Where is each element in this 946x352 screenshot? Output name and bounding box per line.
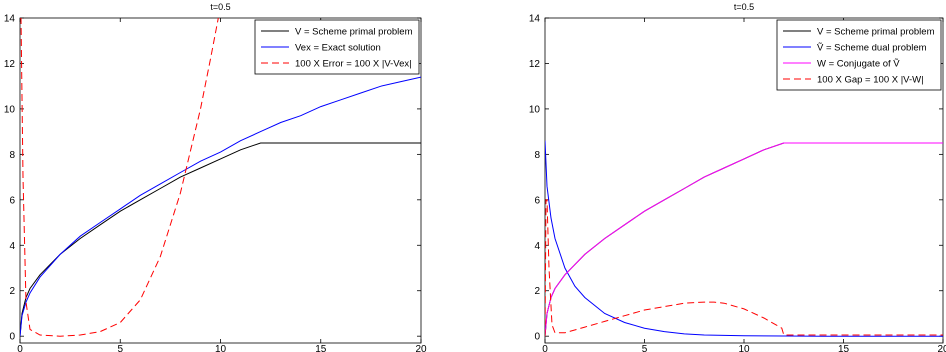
y-tick-label: 8 — [534, 150, 540, 161]
y-tick-label: 4 — [534, 241, 540, 252]
y-tick-label: 10 — [529, 104, 541, 115]
x-tick-label: 20 — [937, 344, 946, 352]
x-tick-label: 0 — [17, 344, 23, 352]
y-tick-label: 6 — [9, 195, 15, 206]
y-tick-label: 4 — [9, 241, 15, 252]
series-group — [20, 18, 421, 337]
x-tick-label: 10 — [215, 344, 227, 352]
y-tick-label: 10 — [4, 104, 16, 115]
legend-entry-1: Ṽ = Scheme dual problem — [817, 43, 927, 54]
y-tick-label: 0 — [534, 332, 540, 343]
legend-entry-0: V = Scheme primal problem — [817, 27, 935, 38]
legend-box — [776, 19, 942, 91]
legend: V = Scheme primal problem Ṽ = Scheme dual… — [776, 19, 942, 91]
legend-entry-2: W = Conjugate of Ṽ — [817, 59, 900, 70]
series-line-1 — [20, 76, 421, 337]
legend-entry-0: V = Scheme primal problem — [295, 27, 413, 38]
x-tick-label: 0 — [542, 344, 548, 352]
y-tick-label: 14 — [4, 14, 16, 25]
legend-entry-3: 100 X Gap = 100 X |V-W| — [817, 75, 924, 86]
y-tick-label: 2 — [9, 286, 15, 297]
legend-entry-1: Vex = Exact solution — [295, 43, 381, 54]
x-tick-label: 15 — [838, 344, 850, 352]
right-chart-panel: t=0.5 0 5 10 15 20 0 2 4 6 8 10 12 14 V = Scheme prima… — [529, 2, 946, 352]
y-tick-label: 6 — [534, 195, 540, 206]
y-tick-label: 0 — [9, 332, 15, 343]
left-chart-panel: t=0.5 0 5 10 15 20 0 2 4 6 8 10 12 14 V = Scheme prima… — [4, 2, 427, 352]
y-tick-label: 12 — [4, 59, 16, 70]
series-group — [545, 140, 943, 337]
legend-entry-2: 100 X Error = 100 X |V-Vex| — [295, 59, 412, 70]
chart-title: t=0.5 — [210, 2, 230, 12]
legend: V = Scheme primal problem Vex = Exact sol… — [254, 19, 420, 75]
x-tick-label: 5 — [642, 344, 648, 352]
series-line-1 — [545, 140, 943, 337]
series-line-0 — [20, 142, 421, 337]
y-tick-label: 8 — [9, 150, 15, 161]
y-tick-label: 12 — [529, 59, 541, 70]
y-tick-label: 2 — [534, 286, 540, 297]
x-tick-label: 5 — [117, 344, 123, 352]
x-tick-label: 10 — [738, 344, 750, 352]
series-line-2 — [545, 142, 943, 337]
x-tick-label: 15 — [315, 344, 327, 352]
x-tick-label: 20 — [415, 344, 427, 352]
y-tick-label: 14 — [529, 14, 541, 25]
chart-title: t=0.5 — [734, 2, 754, 12]
series-line-3 — [545, 199, 943, 337]
series-line-2 — [20, 18, 219, 337]
